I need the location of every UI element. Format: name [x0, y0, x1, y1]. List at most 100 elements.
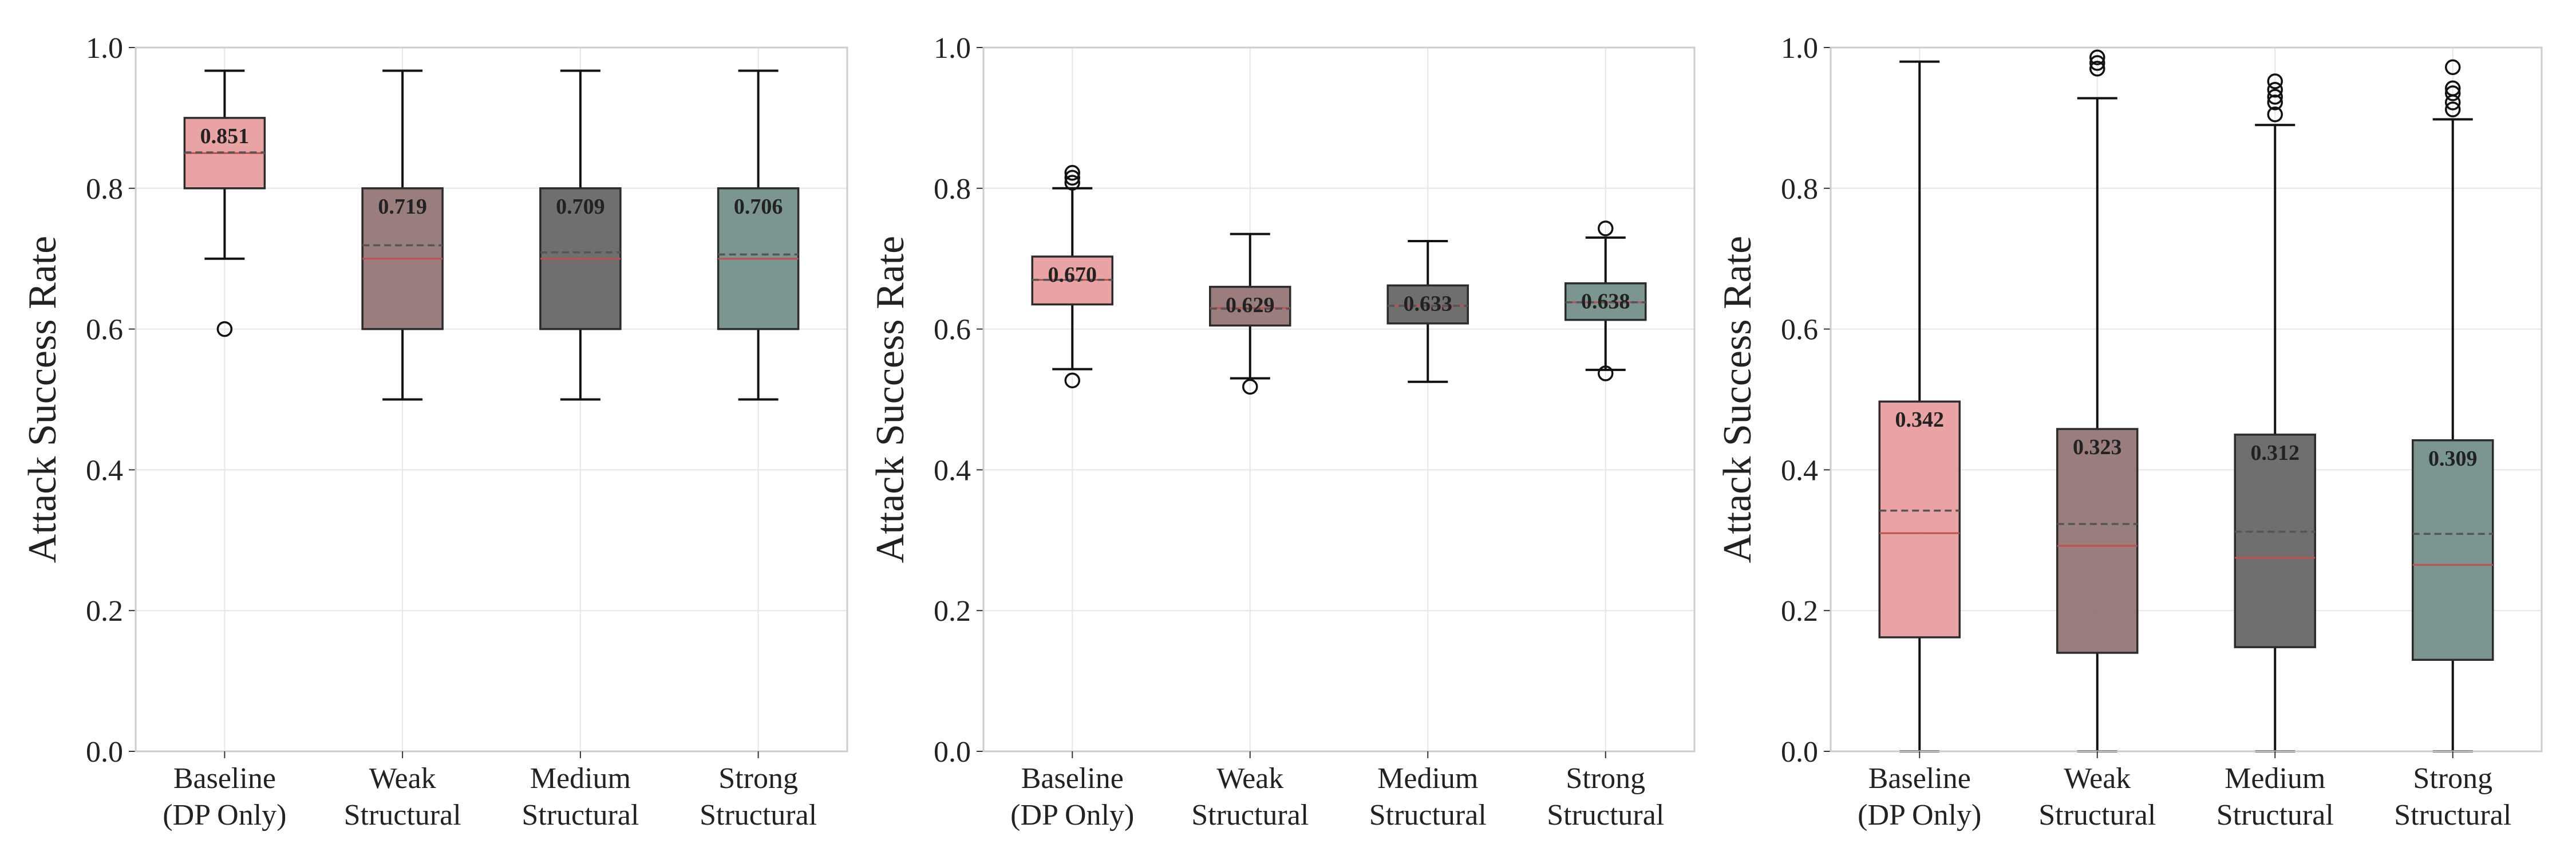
outlier-point: [2267, 107, 2283, 123]
x-tick-label-line1: Medium: [2225, 762, 2325, 795]
x-tick-label-line1: Baseline: [173, 762, 276, 795]
x-tick-label-line2: Structural: [2217, 799, 2334, 832]
plot-frame: [1830, 46, 2543, 752]
outlier-point: [2089, 61, 2105, 77]
box-group-1: 0.342: [1878, 60, 1961, 752]
x-tick-label-line2: Structural: [1191, 799, 1309, 832]
outlier-point: [2089, 55, 2105, 71]
y-tick-label: 0.4: [934, 454, 971, 487]
x-tick-label-line1: Baseline: [1868, 762, 1971, 795]
mean-value-label: 0.312: [2251, 441, 2300, 465]
outlier-point: [2267, 73, 2283, 89]
box-group-1: 0.670: [1031, 165, 1113, 389]
outlier-point: [2267, 89, 2283, 105]
y-tick-label: 1.0: [934, 32, 971, 65]
x-tick-label-line1: Strong: [718, 762, 798, 795]
mean-value-label: 0.342: [1895, 408, 1945, 432]
box-group-3: 0.312: [2234, 73, 2316, 752]
mean-value-label: 0.670: [1048, 263, 1097, 287]
box-group-4: 0.638: [1564, 220, 1647, 381]
y-tick-label: 0.8: [1781, 173, 1818, 206]
mean-value-label: 0.719: [378, 195, 427, 219]
y-tick-label: 0.2: [86, 595, 123, 628]
mean-value-label: 0.706: [734, 195, 783, 219]
outlier-point: [1242, 379, 1258, 395]
y-tick-label: 0.2: [1781, 595, 1818, 628]
y-tick-label: 0.2: [934, 595, 971, 628]
box-group-1: 0.851: [183, 69, 266, 337]
mean-value-label: 0.633: [1404, 291, 1453, 316]
box-group-2: 0.629: [1209, 233, 1291, 395]
x-tick-label-line2: Structural: [2038, 799, 2156, 832]
box-body: [1209, 286, 1291, 327]
y-axis-label: Attack Success Rate: [868, 236, 912, 563]
x-tick-label-line2: Structural: [2394, 799, 2511, 832]
box-group-4: 0.706: [717, 69, 800, 401]
y-tick-label: 0.8: [934, 173, 971, 206]
y-tick-label: 1.0: [1781, 32, 1818, 65]
x-tick-label-line1: Weak: [369, 762, 436, 795]
mean-value-label: 0.709: [556, 195, 605, 219]
y-tick-label: 0.8: [86, 173, 123, 206]
box-group-2: 0.719: [361, 69, 444, 401]
x-tick-label-line1: Medium: [1377, 762, 1478, 795]
x-tick-label-line2: Structural: [344, 799, 461, 832]
y-tick-label: 0.4: [86, 454, 123, 487]
outlier-point: [2445, 101, 2461, 117]
y-tick-label: 0.0: [1781, 736, 1818, 769]
x-tick-label-line1: Medium: [530, 762, 631, 795]
mean-value-label: 0.629: [1226, 293, 1275, 317]
y-tick-label: 0.0: [86, 736, 123, 769]
box-group-3: 0.709: [539, 69, 622, 401]
x-tick-label-line2: Structural: [1547, 799, 1664, 832]
chart-panel-1: 0.0 0.2 0.4 0.6 0.8 1.0 Attack Success Rate 0.8…: [21, 32, 848, 832]
box-group-2: 0.323: [2056, 49, 2139, 752]
outlier-point: [2089, 49, 2105, 65]
y-tick-label: 0.0: [934, 736, 971, 769]
x-tick-label-line2: Structural: [1369, 799, 1487, 832]
box-body: [2412, 439, 2494, 661]
x-tick-label-line1: Strong: [1566, 762, 1645, 795]
mean-value-label: 0.638: [1581, 290, 1630, 314]
chart-panel-3: 0.0 0.2 0.4 0.6 0.8 1.0 Attack Success Rate 0.3…: [1716, 32, 2543, 832]
outlier-point: [2267, 81, 2283, 98]
box-body: [2234, 434, 2316, 648]
x-tick-label-line2: (DP Only): [1858, 799, 1981, 832]
outlier-point: [1598, 220, 1614, 237]
outlier-point: [1064, 170, 1080, 186]
box-body: [2056, 428, 2139, 654]
x-tick-label-line1: Strong: [2413, 762, 2492, 795]
x-tick-label-line1: Weak: [1216, 762, 1283, 795]
outlier-point: [2445, 80, 2461, 97]
outlier-point: [216, 321, 233, 337]
outlier-point: [1598, 365, 1614, 381]
y-tick-label: 0.4: [1781, 454, 1818, 487]
mean-value-label: 0.851: [200, 124, 250, 148]
x-tick-label-line2: (DP Only): [163, 799, 286, 832]
box-group-4: 0.309: [2412, 59, 2494, 752]
outlier-point: [2445, 85, 2461, 101]
x-tick-label-line1: Baseline: [1021, 762, 1124, 795]
outlier-point: [1064, 372, 1080, 389]
mean-value-label: 0.323: [2073, 435, 2122, 459]
box-group-3: 0.633: [1386, 239, 1469, 383]
outlier-point: [1064, 175, 1080, 191]
box-body: [1386, 284, 1469, 325]
mean-value-label: 0.309: [2428, 447, 2478, 471]
y-tick-label: 0.6: [934, 314, 971, 346]
outlier-point: [2445, 59, 2461, 76]
plot-frame: [135, 46, 848, 752]
y-tick-label: 1.0: [86, 32, 123, 65]
chart-panel-2: 0.0 0.2 0.4 0.6 0.8 1.0 Attack Success Rate 0.6…: [868, 32, 1696, 832]
plot-frame: [982, 46, 1696, 752]
y-axis-label: Attack Success Rate: [21, 236, 65, 563]
outlier-point: [2267, 94, 2283, 111]
y-tick-label: 0.6: [1781, 314, 1818, 346]
x-tick-label-line2: Structural: [521, 799, 639, 832]
y-axis-label: Attack Success Rate: [1716, 236, 1760, 563]
y-tick-label: 0.6: [86, 314, 123, 346]
x-tick-label-line1: Weak: [2064, 762, 2131, 795]
x-tick-label-line2: (DP Only): [1010, 799, 1134, 832]
outlier-point: [1064, 165, 1080, 181]
